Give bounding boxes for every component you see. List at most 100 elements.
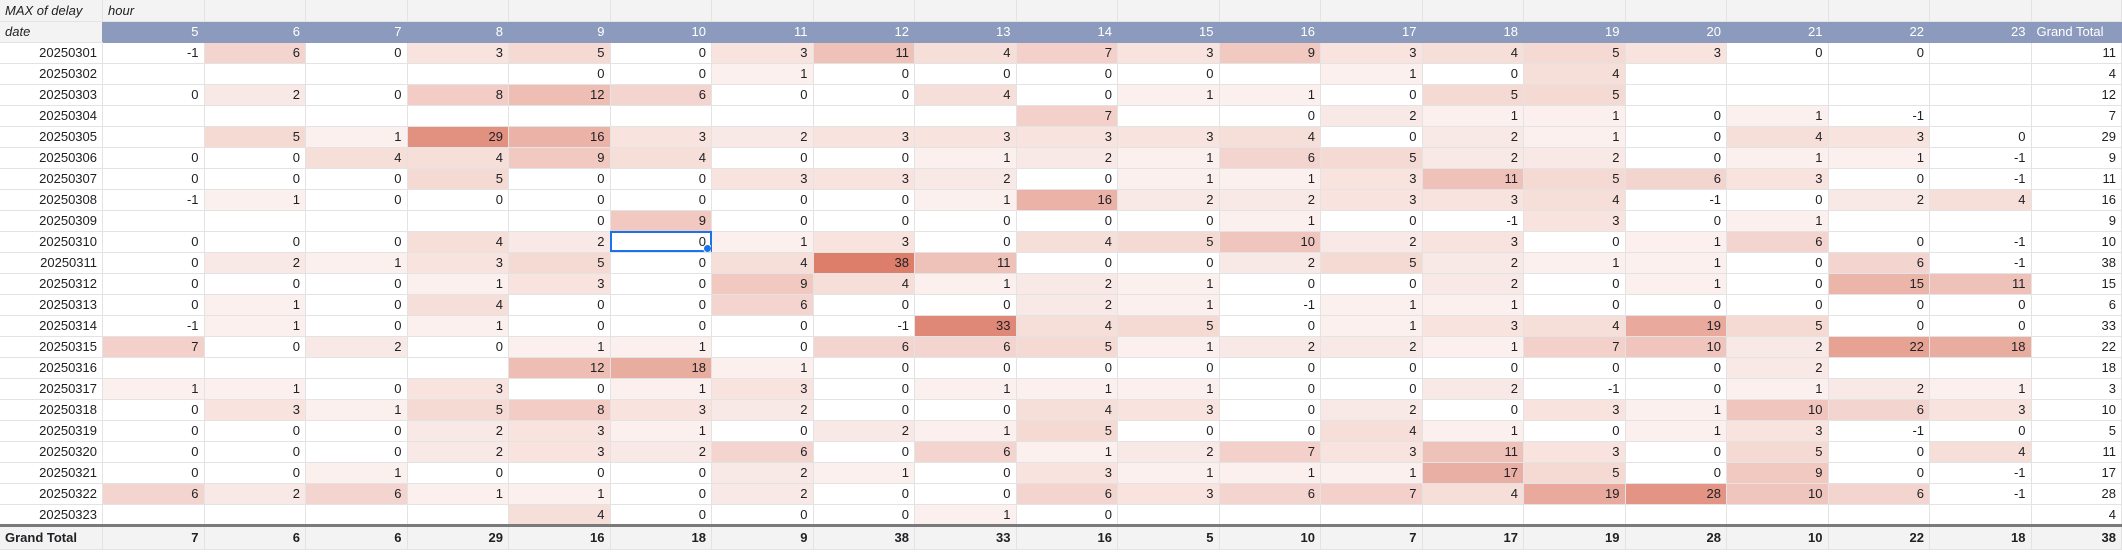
data-cell[interactable]: 3 (813, 231, 915, 253)
data-cell[interactable]: 3 (1828, 126, 1930, 148)
data-cell[interactable]: 11 (813, 42, 915, 64)
data-cell[interactable]: 0 (1828, 462, 1930, 484)
data-cell[interactable]: 17 (1422, 462, 1524, 484)
data-cell[interactable]: 12 (508, 357, 611, 379)
empty-cell[interactable] (610, 0, 712, 22)
data-cell[interactable]: 0 (1625, 294, 1727, 316)
row-label[interactable]: 20250307 (0, 168, 103, 190)
data-cell[interactable]: 3 (407, 252, 509, 274)
data-cell[interactable]: 0 (204, 147, 306, 169)
data-cell[interactable]: 0 (102, 231, 205, 253)
empty-cell[interactable] (914, 0, 1017, 22)
data-cell[interactable]: 0 (1523, 294, 1626, 316)
data-cell[interactable]: 1 (610, 378, 712, 400)
data-cell[interactable]: 1 (1117, 273, 1220, 295)
data-cell[interactable]: 4 (813, 273, 915, 295)
data-cell[interactable]: -1 (1219, 294, 1321, 316)
data-cell[interactable]: 1 (508, 336, 611, 358)
data-cell[interactable]: 4 (1422, 483, 1524, 505)
data-cell[interactable]: 1 (204, 315, 306, 337)
hour-header[interactable]: 6 (204, 21, 306, 43)
empty-cell[interactable] (1828, 0, 1930, 22)
data-cell[interactable]: 15 (1828, 273, 1930, 295)
data-cell[interactable]: 6 (610, 84, 712, 106)
data-cell[interactable]: 1 (1219, 84, 1321, 106)
data-cell[interactable]: 0 (1219, 273, 1321, 295)
data-cell[interactable] (1320, 504, 1423, 526)
data-cell[interactable]: 2 (1726, 336, 1829, 358)
data-cell[interactable]: 0 (1016, 84, 1118, 106)
data-cell[interactable]: 0 (610, 315, 712, 337)
data-cell[interactable]: 4 (711, 252, 814, 274)
data-cell[interactable]: 1 (1117, 294, 1220, 316)
data-cell[interactable] (1929, 504, 2032, 526)
data-cell[interactable]: 0 (610, 483, 712, 505)
data-cell[interactable]: 0 (305, 378, 408, 400)
data-cell[interactable]: 0 (1929, 294, 2032, 316)
data-cell[interactable]: -1 (1828, 105, 1930, 127)
data-cell[interactable]: 0 (711, 336, 814, 358)
data-cell[interactable]: 2 (1219, 336, 1321, 358)
data-cell[interactable]: 0 (1625, 147, 1727, 169)
data-cell[interactable]: 0 (813, 357, 915, 379)
data-cell[interactable]: 0 (1016, 168, 1118, 190)
data-cell[interactable]: 0 (407, 189, 509, 211)
row-label[interactable]: 20250310 (0, 231, 103, 253)
data-cell[interactable]: 0 (102, 168, 205, 190)
data-cell[interactable]: 2 (610, 441, 712, 463)
data-cell[interactable]: 7 (1320, 483, 1423, 505)
data-cell[interactable]: 6 (711, 441, 814, 463)
data-cell[interactable]: 1 (1523, 126, 1626, 148)
data-cell[interactable]: 5 (1016, 336, 1118, 358)
data-cell[interactable]: 6 (1016, 483, 1118, 505)
data-cell[interactable]: 7 (1219, 441, 1321, 463)
data-cell[interactable]: 2 (813, 420, 915, 442)
data-cell[interactable]: 0 (813, 504, 915, 526)
fill-handle[interactable] (703, 243, 711, 251)
data-cell[interactable] (102, 504, 205, 526)
hour-header[interactable]: 9 (508, 21, 611, 43)
data-cell[interactable]: 0 (914, 462, 1017, 484)
data-cell[interactable]: 3 (610, 399, 712, 421)
data-cell[interactable]: 9 (711, 273, 814, 295)
row-grand-total[interactable]: 38 (2031, 252, 2122, 274)
empty-cell[interactable] (1016, 0, 1118, 22)
data-cell[interactable]: 1 (204, 189, 306, 211)
data-cell[interactable]: 5 (1523, 168, 1626, 190)
row-label[interactable]: 20250308 (0, 189, 103, 211)
data-cell[interactable] (711, 105, 814, 127)
data-cell[interactable]: 3 (1523, 399, 1626, 421)
data-cell[interactable]: 1 (711, 63, 814, 85)
data-cell[interactable]: 4 (1422, 42, 1524, 64)
column-total[interactable]: 29 (407, 523, 509, 550)
data-cell[interactable]: 3 (1320, 168, 1423, 190)
data-cell[interactable]: -1 (1929, 231, 2032, 253)
overall-grand-total[interactable]: 38 (2031, 523, 2122, 550)
data-cell[interactable]: 5 (407, 399, 509, 421)
data-cell[interactable] (204, 210, 306, 232)
data-cell[interactable]: 2 (1016, 273, 1118, 295)
data-cell[interactable]: 0 (1726, 252, 1829, 274)
data-cell[interactable]: 4 (1016, 399, 1118, 421)
data-cell[interactable]: 0 (813, 210, 915, 232)
column-total[interactable]: 6 (305, 523, 408, 550)
data-cell[interactable]: 0 (1219, 378, 1321, 400)
hour-header[interactable]: 20 (1625, 21, 1727, 43)
data-cell[interactable]: 0 (305, 168, 408, 190)
data-cell[interactable]: 0 (508, 210, 611, 232)
data-cell[interactable] (407, 210, 509, 232)
data-cell[interactable]: 1 (1625, 420, 1727, 442)
data-cell[interactable]: 1 (1828, 147, 1930, 169)
data-cell[interactable]: 6 (305, 483, 408, 505)
data-cell[interactable]: 0 (1828, 315, 1930, 337)
data-cell[interactable]: 1 (914, 189, 1017, 211)
column-group-label[interactable]: hour (102, 0, 205, 22)
empty-cell[interactable] (305, 0, 408, 22)
data-cell[interactable]: 38 (813, 252, 915, 274)
data-cell[interactable] (1929, 105, 2032, 127)
data-cell[interactable]: 3 (204, 399, 306, 421)
data-cell[interactable]: 19 (1625, 315, 1727, 337)
data-cell[interactable]: 0 (1523, 357, 1626, 379)
row-grand-total[interactable]: 10 (2031, 399, 2122, 421)
data-cell[interactable]: 0 (914, 231, 1017, 253)
